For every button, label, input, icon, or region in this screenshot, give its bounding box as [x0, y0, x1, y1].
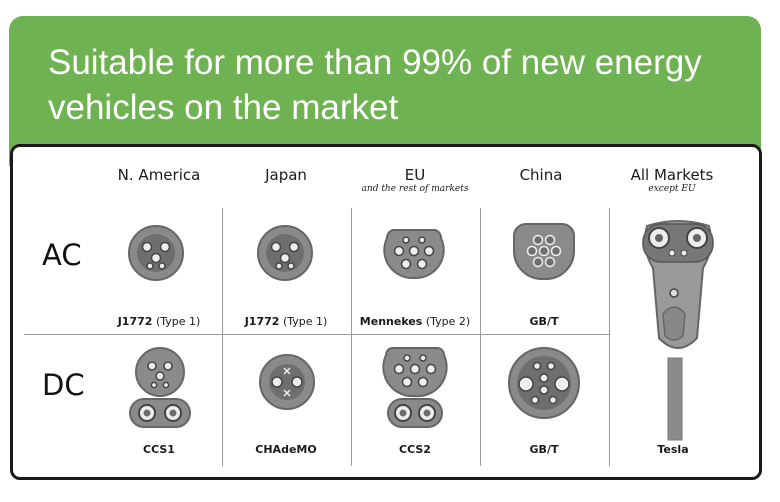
j1772-connector-icon: [257, 225, 313, 281]
column-north-america: N. America: [117, 166, 201, 184]
headline: Suitable for more than 99% of new energy…: [48, 43, 702, 127]
caption-dc-china: GB/T: [529, 443, 559, 456]
ccs2-connector-icon: [382, 347, 448, 428]
column-japan: Japan: [265, 166, 307, 184]
grid-divider: [351, 208, 352, 466]
caption-ac-china: GB/T: [529, 315, 559, 328]
column-china: China: [519, 166, 563, 184]
caption-ac-japan: J1772 (Type 1): [244, 315, 328, 328]
chademo-connector-icon: [259, 354, 315, 410]
grid-divider: [480, 208, 481, 466]
caption-dc-north-america: CCS1: [143, 443, 175, 456]
gbt-ac-connector-icon: [513, 223, 575, 280]
caption-dc-eu: CCS2: [399, 443, 431, 456]
column-all-markets: All Markets: [630, 166, 714, 184]
header-banner: [9, 16, 761, 166]
j1772-connector-icon: [128, 225, 184, 281]
ccs1-connector-icon: [129, 347, 191, 428]
row-label-dc: DC: [42, 368, 85, 402]
caption-all-markets: Tesla: [657, 443, 689, 456]
mennekes-connector-icon: [383, 229, 445, 280]
column-all-markets-subtitle: except EU: [648, 184, 696, 194]
caption-dc-japan: CHAdeMO: [255, 443, 317, 456]
caption-ac-north-america: J1772 (Type 1): [117, 315, 201, 328]
tesla-connector-icon: [642, 220, 714, 441]
column-eu-subtitle: and the rest of markets: [361, 184, 469, 194]
caption-ac-eu: Mennekes (Type 2): [359, 315, 471, 328]
row-label-ac: AC: [42, 238, 82, 272]
grid-divider: [609, 208, 610, 466]
column-eu: EU: [404, 166, 426, 184]
grid-divider: [24, 334, 609, 335]
grid-divider: [222, 208, 223, 466]
gbt-dc-connector-icon: [508, 347, 580, 419]
